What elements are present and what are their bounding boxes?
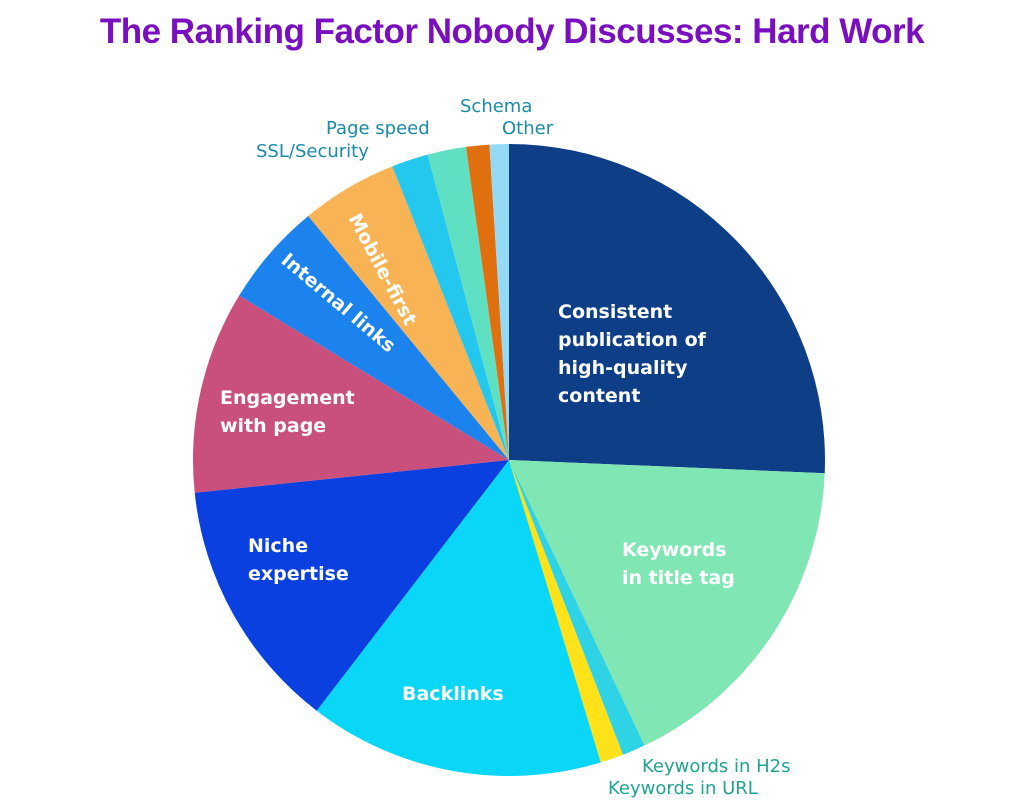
pie-slice-engagement-with-page	[193, 295, 509, 493]
label-backlinks: Backlinks	[402, 683, 504, 705]
outside-labels: SSL/Security Page speed Schema Other Key…	[256, 96, 790, 799]
label-consistent: Consistent publication of high-quality c…	[558, 301, 713, 407]
label-schema: Schema	[460, 96, 532, 117]
label-niche: Niche expertise	[248, 535, 349, 585]
label-h2s: Keywords in H2s	[642, 756, 790, 777]
label-engagement: Engagement with page	[220, 387, 361, 437]
pie-slices	[193, 144, 826, 776]
label-page-speed: Page speed	[326, 118, 430, 139]
chart-title: The Ranking Factor Nobody Discusses: Har…	[99, 12, 925, 51]
pie-slice-schema	[466, 144, 509, 460]
label-keywords-title: Keywords in title tag	[622, 539, 735, 589]
label-other: Other	[502, 118, 554, 139]
pie-slice-mobile-first	[308, 166, 509, 460]
pie-slice-keywords-in-h2s	[509, 460, 645, 755]
pie-slice-backlinks	[316, 460, 601, 776]
pie-slice-ssl-security	[392, 154, 509, 461]
pie-slice-internal-links	[239, 215, 509, 460]
pie-slice-keywords-in-title-tag	[509, 460, 825, 746]
pie-slice-other	[489, 144, 509, 460]
pie-slice-keywords-in-url	[509, 460, 623, 763]
pie-slice-niche-expertise	[194, 460, 510, 711]
pie-slice-consistent-publication-of-high-quality-content	[509, 144, 826, 474]
pie-slice-page-speed	[427, 146, 509, 460]
label-url: Keywords in URL	[608, 778, 758, 799]
label-ssl: SSL/Security	[256, 141, 369, 162]
